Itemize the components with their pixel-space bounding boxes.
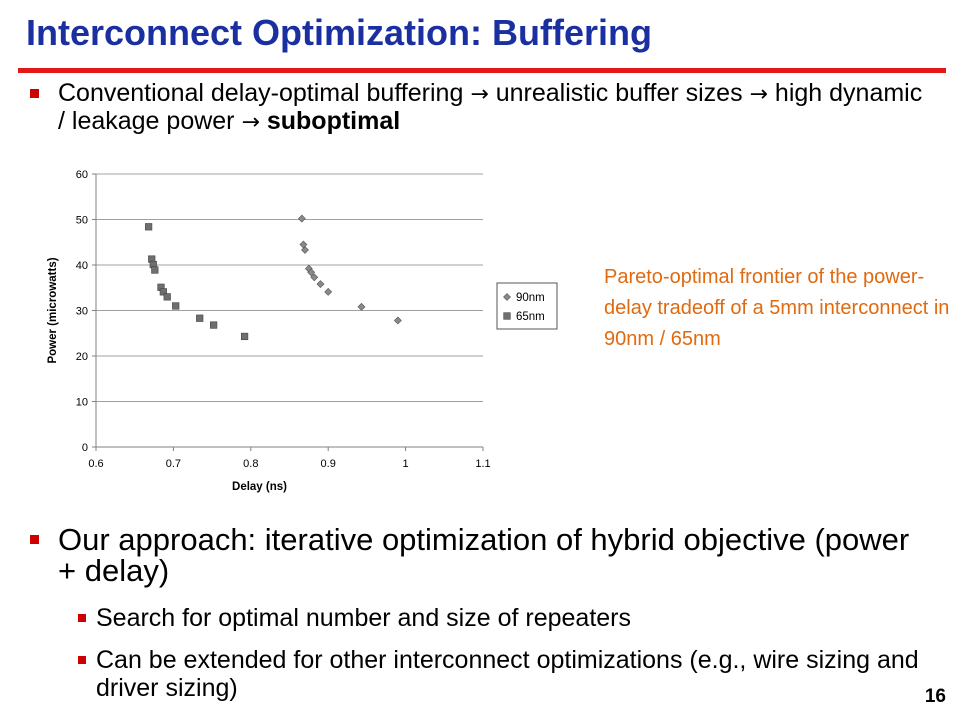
subbullet-search: Search for optimal number and size of re… bbox=[78, 604, 938, 632]
right-arrow-icon: → bbox=[470, 82, 489, 107]
x-tick-label: 0.6 bbox=[88, 458, 103, 470]
y-tick-label: 10 bbox=[76, 397, 88, 409]
x-tick-label: 0.8 bbox=[243, 458, 258, 470]
y-tick-label: 50 bbox=[76, 215, 88, 227]
data-point-90nm bbox=[316, 280, 325, 289]
bullet-marker bbox=[30, 535, 39, 544]
x-tick-label: 0.7 bbox=[166, 458, 181, 470]
subbullet-text: Search for optimal number and size of re… bbox=[96, 604, 631, 632]
y-tick-label: 30 bbox=[76, 306, 88, 318]
x-tick-label: 1.1 bbox=[475, 458, 490, 470]
y-tick-label: 20 bbox=[76, 351, 88, 363]
bullet-our-approach: Our approach: iterative optimization of … bbox=[30, 524, 930, 586]
subbullet-text: Can be extended for other interconnect o… bbox=[96, 646, 919, 702]
legend-box bbox=[496, 282, 558, 330]
legend-marker-65nm bbox=[503, 312, 511, 320]
bullet1-bold: suboptimal bbox=[266, 107, 401, 135]
data-point-90nm bbox=[301, 246, 309, 254]
subbullet-extended: Can be extended for other interconnect o… bbox=[78, 646, 938, 702]
slide-title: Interconnect Optimization: Buffering bbox=[26, 12, 652, 53]
chart-caption: Pareto-optimal frontier of the power-del… bbox=[604, 266, 950, 350]
bullet1-part1: Conventional delay-optimal buffering bbox=[58, 79, 464, 107]
bullet-marker bbox=[30, 89, 39, 98]
x-axis-label: Delay (ns) bbox=[232, 481, 287, 493]
data-point-65nm bbox=[241, 332, 249, 341]
data-point-90nm bbox=[357, 302, 366, 311]
y-tick-label: 0 bbox=[82, 442, 88, 454]
data-point-65nm bbox=[172, 302, 180, 310]
title-underline bbox=[18, 68, 946, 73]
right-arrow-icon: → bbox=[749, 82, 768, 107]
y-tick-label: 60 bbox=[76, 169, 88, 181]
power-delay-scatter-chart: 0 10 20 30 40 50 60 0.6 0.7 0.8 0.9 1 1.1 Delay (ns) P… bbox=[47, 169, 558, 493]
data-point-65nm bbox=[210, 321, 218, 329]
right-arrow-icon: → bbox=[241, 110, 260, 135]
data-point-65nm bbox=[159, 288, 167, 296]
data-point-65nm bbox=[196, 314, 204, 322]
bullet-text: Conventional delay-optimal buffering → u… bbox=[58, 80, 930, 136]
data-point-90nm bbox=[297, 214, 306, 223]
subbullet-marker bbox=[78, 656, 86, 664]
bullet1-part3: high dynamic / leakage power bbox=[58, 79, 923, 135]
bullet-conventional-buffering: Conventional delay-optimal buffering → u… bbox=[30, 80, 930, 136]
data-point-90nm bbox=[310, 273, 319, 282]
x-tick-label: 0.9 bbox=[321, 458, 336, 470]
y-tick-label: 40 bbox=[76, 260, 88, 272]
legend-label-65nm: 65nm bbox=[516, 311, 545, 323]
legend-label-90nm: 90nm bbox=[516, 292, 545, 304]
data-point-65nm bbox=[151, 266, 159, 274]
x-tick-label: 1 bbox=[403, 458, 409, 470]
data-point-90nm bbox=[307, 268, 316, 277]
bullet1-part2: unrealistic buffer sizes bbox=[495, 79, 743, 107]
data-point-65nm bbox=[145, 223, 153, 231]
legend-marker-90nm bbox=[503, 293, 511, 301]
data-point-90nm bbox=[393, 316, 402, 325]
data-point-65nm bbox=[163, 293, 171, 301]
data-point-90nm bbox=[324, 287, 333, 296]
subbullet-marker bbox=[78, 614, 86, 622]
page-number: 16 bbox=[924, 686, 946, 707]
y-axis-label: Power (microwatts) bbox=[47, 257, 59, 363]
bullet-text: Our approach: iterative optimization of … bbox=[58, 522, 910, 588]
